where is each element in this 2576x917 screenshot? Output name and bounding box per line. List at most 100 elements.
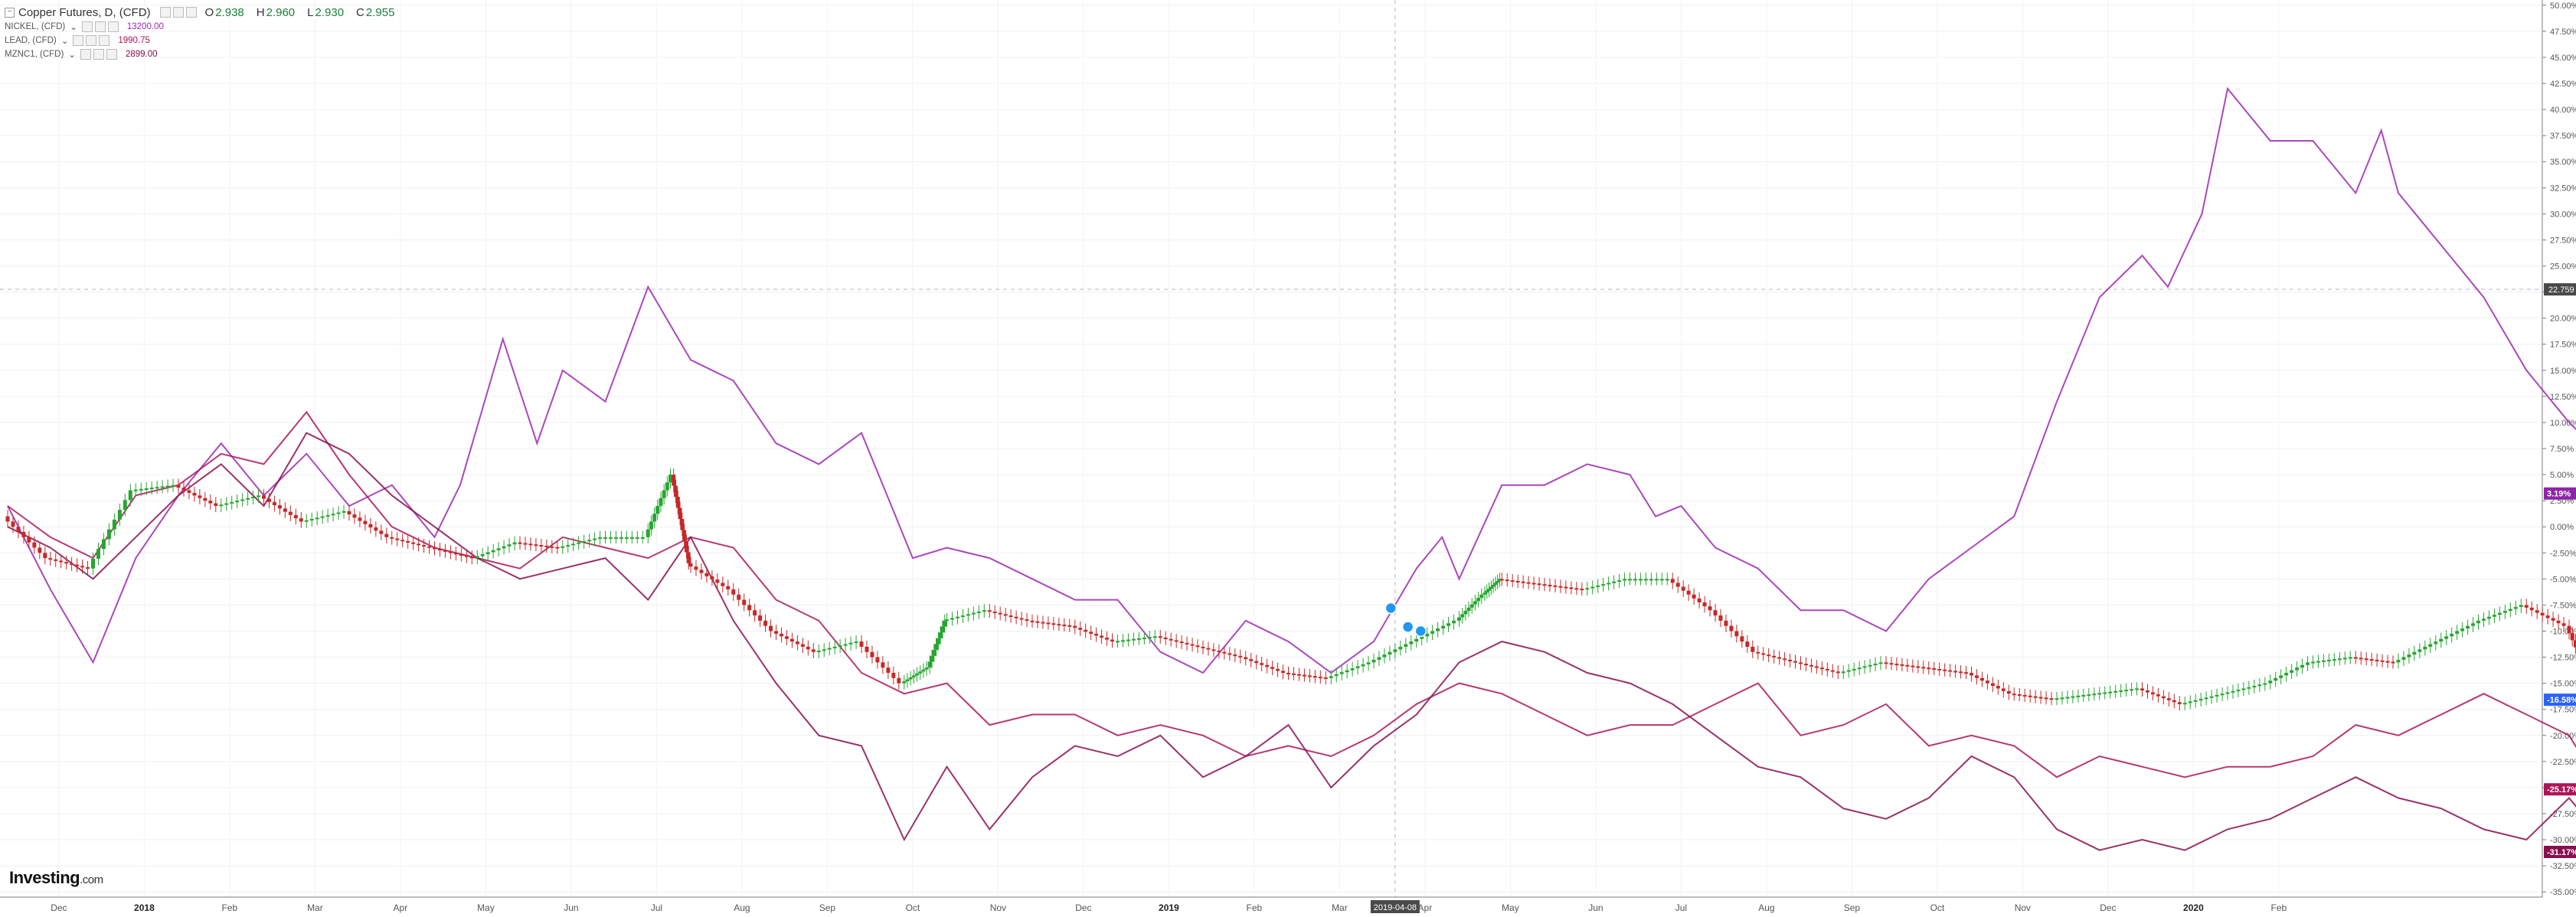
candle-body [779,633,783,637]
candle-body [1623,579,1627,581]
candle-body [2135,688,2140,690]
candle-body [921,669,926,672]
collapse-icon[interactable]: − [5,7,15,18]
eye-icon[interactable] [80,49,91,60]
candle-body [652,514,657,522]
candle-body [1094,633,1099,636]
candle-body [139,488,143,491]
candle-body [2391,661,2395,664]
y-tick-label: -27.50% [2550,810,2576,819]
candle-body [117,510,122,520]
settings-icon[interactable] [94,21,106,32]
x-tick-label: Mar [1332,902,1348,913]
candle-body [854,641,858,644]
candle-body [352,514,357,518]
y-tick-label: -5.00% [2550,575,2576,584]
chevron-down-icon[interactable]: ⌄ [68,51,76,60]
logo-text: Investing [9,868,80,887]
candle-body [240,499,245,501]
candle-body [101,539,106,550]
candle-body [1281,671,1286,673]
candle-body [1291,673,1296,675]
candle-body [1884,662,1888,664]
close-icon[interactable] [185,7,197,18]
candle-body [1460,614,1465,618]
x-tick-label: Dec [2100,902,2116,913]
crosshair-date-box [1370,900,1420,913]
candle-body [1425,633,1430,637]
candle-body [1265,664,1270,667]
settings-icon[interactable] [93,49,104,60]
close-icon[interactable] [99,35,110,46]
candle-body [1469,604,1474,608]
y-tick-label: 17.50% [2550,341,2576,350]
candle-body [827,648,832,650]
candle-body [325,514,330,517]
candle-body [379,530,384,534]
candle-body [550,546,554,548]
candle-body [528,543,533,546]
candle-body [646,529,650,537]
candle-body [2279,675,2283,678]
candle-body [966,614,970,616]
candle-body [54,559,58,561]
candle-body [1491,585,1496,587]
candle-body [2263,683,2267,685]
candle-body [2215,694,2219,697]
close-icon[interactable] [106,49,117,60]
compare-row-lead[interactable]: LEAD, (CFD) ⌄ 1990.75 [5,34,400,47]
candle-body [2439,638,2444,642]
eye-icon[interactable] [73,35,84,46]
candle-body [208,501,213,504]
candle-body [48,558,53,560]
candle-body [1697,598,1702,603]
candle-body [437,549,442,551]
candle-body [1105,638,1110,640]
settings-icon[interactable] [86,35,97,46]
y-tick-label: -7.50% [2550,601,2576,610]
candle-body [561,546,565,548]
candle-body [1323,677,1328,679]
candle-body [1819,667,1824,670]
candle-body [1841,671,1845,674]
candle-body [433,547,436,550]
eye-icon[interactable] [81,21,93,32]
compare-row-nickel[interactable]: NICKEL, (CFD) ⌄ 13200.00 [5,20,400,34]
candle-body [1318,677,1322,679]
candle-body [1142,638,1146,640]
candle-body [342,511,346,513]
candle-body [1100,635,1104,638]
main-series-row: − Copper Futures, D, (CFD) O 2.938 H 2.960… [5,5,400,20]
candle-body [2545,615,2550,618]
eye-icon[interactable] [159,7,171,18]
settings-icon[interactable] [172,7,184,18]
compare-name: LEAD, (CFD) [5,36,57,45]
candle-body [2204,697,2208,700]
compare-row-zinc[interactable]: MZNC1, (CFD) ⌄ 2899.00 [5,47,400,61]
candle-body [523,543,528,545]
candle-body [1686,590,1691,595]
candle-body [1190,644,1195,646]
candle-body [1601,584,1606,586]
candle-body [2482,618,2486,621]
candle-body [1900,664,1904,666]
candle-body [1206,648,1211,650]
candle-body [665,482,669,491]
candle-body [704,573,709,576]
chevron-down-icon[interactable]: ⌄ [70,23,77,32]
candle-body [2290,670,2294,673]
compare-value: 2899.00 [125,50,158,59]
x-tick-label: Jun [564,902,578,913]
candle-body [1313,676,1317,678]
candle-body [753,610,757,616]
candle-body [2412,651,2417,655]
chevron-down-icon[interactable]: ⌄ [60,37,69,46]
candle-body [1409,641,1414,645]
candle-body [806,646,810,650]
close-icon[interactable] [107,21,119,32]
candle-body [1270,667,1275,669]
candle-body [96,549,100,559]
candle-body [1489,586,1493,589]
